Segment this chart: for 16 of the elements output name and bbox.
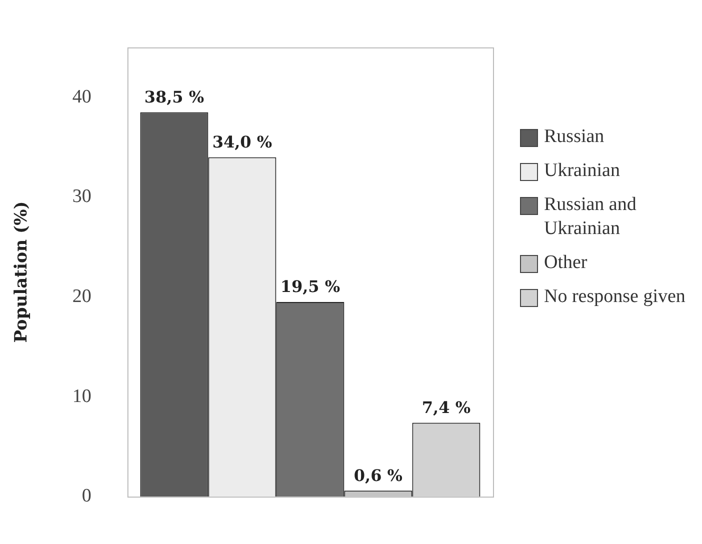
y-tick-label: 30: [72, 186, 92, 208]
data-label: 0,6 %: [354, 466, 403, 485]
legend-label: Ukrainian: [544, 159, 620, 183]
y-tick-label: 10: [72, 386, 92, 407]
data-label: 34,0 %: [212, 132, 272, 152]
data-label: 38,5 %: [144, 87, 204, 106]
legend-label: Russian and Ukrainian: [544, 193, 638, 241]
legend-label: No response given: [544, 285, 686, 309]
y-tick-label: 40: [72, 86, 92, 108]
y-tick-label: 0: [82, 486, 92, 507]
y-axis-title: Population (%): [12, 201, 32, 343]
data-label: 19,5 %: [280, 277, 340, 296]
y-tick-label: 20: [72, 286, 92, 307]
legend-label: Russian: [544, 125, 604, 149]
data-label: 7,4 %: [422, 398, 471, 417]
legend-label: Other: [544, 251, 588, 275]
